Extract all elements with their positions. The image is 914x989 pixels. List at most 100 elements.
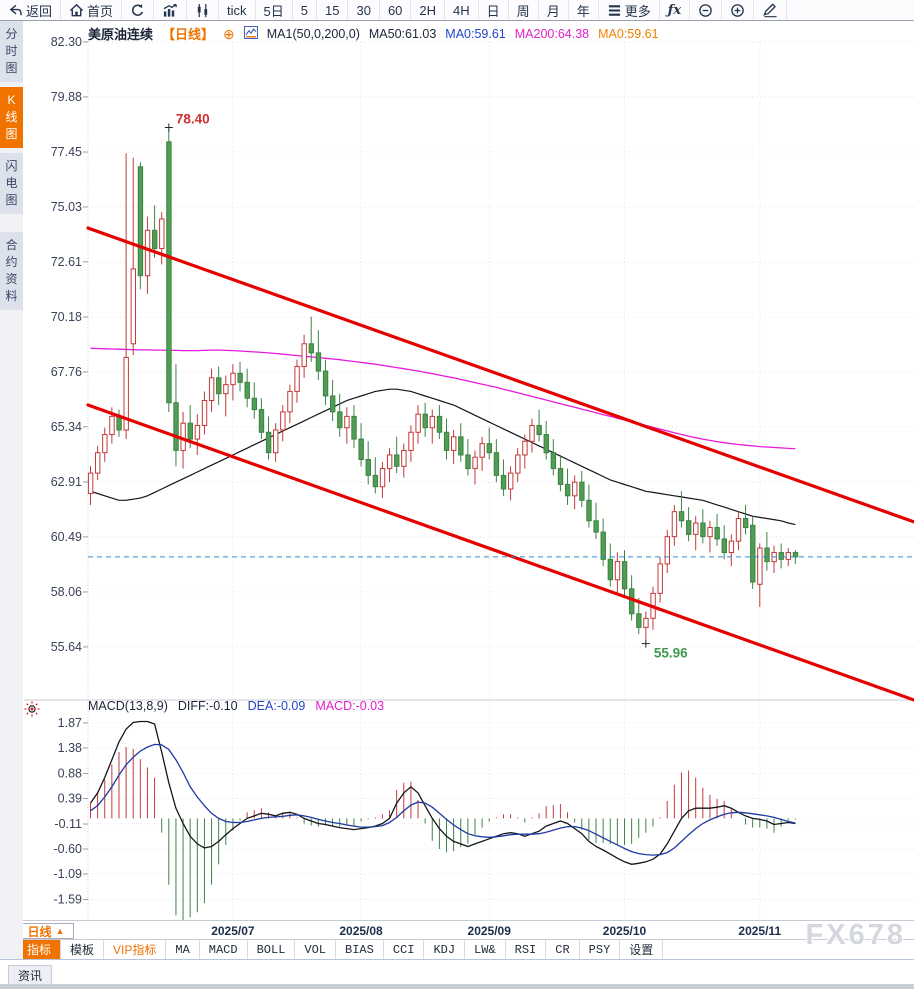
timeframe-box[interactable]: 日线 ▲	[18, 923, 74, 939]
toolbar-item-month[interactable]: 月	[539, 0, 569, 20]
indicator-settings-icon[interactable]	[24, 701, 40, 722]
toolbar-item-label: 月	[546, 3, 560, 19]
toolbar-item-label: tick	[227, 2, 247, 18]
toolbar-item-label: 首页	[87, 3, 114, 19]
toolbar-item-4h[interactable]: 4H	[445, 0, 479, 20]
macd-axis-label: -0.60	[54, 842, 83, 856]
toolbar-item-zoom-in[interactable]	[722, 0, 755, 20]
y-axis-label: 72.61	[51, 255, 82, 269]
sidebar-tab-分时图[interactable]: 分 时 图	[0, 21, 23, 82]
high-annotation: 78.40	[164, 111, 210, 132]
macd-axis-label: -1.09	[54, 867, 83, 881]
x-axis-label: 2025/10	[602, 924, 647, 938]
ma200-value: MA200:64.38	[514, 26, 590, 41]
toolbar-item-refresh[interactable]	[122, 0, 155, 20]
macd-axis-label: -0.11	[54, 817, 82, 831]
indicator-tab-CR[interactable]: CR	[546, 940, 580, 959]
y-axis-label: 67.76	[51, 365, 82, 379]
indicator-tab-指标[interactable]: 指标	[18, 940, 62, 959]
ma50-value: MA50:61.03	[368, 26, 437, 41]
zoom-out-icon	[698, 3, 713, 18]
sidebar-tab-闪电图[interactable]: 闪 电 图	[0, 153, 23, 214]
trendline-upper[interactable]	[86, 226, 914, 524]
y-axis-label: 60.49	[51, 530, 82, 544]
toolbar-item-trend-chart[interactable]	[154, 0, 188, 20]
toolbar-item-formula[interactable]: ƒx	[660, 0, 691, 20]
macd-axis-label: 1.38	[58, 741, 82, 755]
ma50-line	[90, 388, 796, 526]
grid-layer: 82.30 79.88 77.45 75.03 72.61 70.18 67.76 65.34…	[24, 35, 914, 920]
indicator-tab-BIAS[interactable]: BIAS	[336, 940, 384, 959]
toolbar-item-2h[interactable]: 2H	[411, 0, 446, 20]
triangle-up-icon: ▲	[55, 926, 65, 936]
indicator-tab-MACD[interactable]: MACD	[200, 940, 248, 959]
toolbar-item-label: 日	[486, 3, 500, 19]
top-toolbar: 返回 首页 tick 5日 5 15 30 60 2H 4H 日周月年 更多 ƒx	[0, 0, 914, 21]
toolbar-item-zoom-out[interactable]	[690, 0, 723, 20]
bottom-strip	[0, 984, 914, 989]
add-indicator-icon[interactable]: ⊕	[223, 25, 235, 42]
toolbar-item-week[interactable]: 周	[509, 0, 539, 20]
indicator-tab-VOL[interactable]: VOL	[295, 940, 337, 959]
ma0-orange-value: MA0:59.61	[598, 26, 659, 41]
x-axis-label: 2025/09	[467, 924, 511, 938]
back-arrow-icon	[8, 3, 23, 18]
y-axis-label: 58.06	[51, 585, 82, 599]
toolbar-item-tick[interactable]: tick	[219, 0, 256, 20]
x-axis-row: 日线 ▲ 2025/07 2025/08 2025/09 2025/10 2025/11	[0, 920, 914, 940]
toolbar-item-60m[interactable]: 60	[380, 0, 412, 20]
indicator-tab-LW&[interactable]: LW&	[465, 940, 506, 959]
x-axis-label: 2025/08	[339, 924, 383, 938]
macd-value: MACD:-0.03	[315, 699, 385, 713]
toolbar-item-label: 4H	[453, 2, 470, 18]
left-sidebar: 分 时 图 K 线 图闪 电 图合 约 资 料	[0, 21, 23, 959]
toolbar-item-30m[interactable]: 30	[348, 0, 380, 20]
toolbar-item-label: 返回	[26, 3, 53, 19]
sidebar-tab-K线图[interactable]: K 线 图	[0, 87, 23, 148]
macd-title: MACD(13,8,9)	[88, 699, 168, 713]
menu-icon	[607, 4, 622, 17]
symbol-name: 美原油连续	[88, 27, 154, 42]
indicator-tab-RSI[interactable]: RSI	[506, 940, 547, 959]
indicator-tab-设置[interactable]: 设置	[620, 940, 664, 959]
indicator-tab-VIP指标[interactable]: VIP指标	[104, 940, 167, 959]
sidebar-tab-合约资料[interactable]: 合 约 资 料	[0, 232, 23, 310]
macd-axis-label: -1.59	[54, 893, 83, 907]
svg-text:55.96: 55.96	[654, 646, 688, 661]
y-axis-label: 79.88	[51, 90, 82, 104]
toolbar-item-more[interactable]: 更多	[599, 0, 660, 20]
indicator-tab-KDJ[interactable]: KDJ	[424, 940, 466, 959]
indicator-tab-MA[interactable]: MA	[166, 940, 200, 959]
chart-svg: 82.30 79.88 77.45 75.03 72.61 70.18 67.76 65.34…	[24, 35, 914, 921]
toolbar-item-5m[interactable]: 5	[293, 0, 317, 20]
toolbar-item-label: 周	[516, 3, 530, 19]
news-tab[interactable]: 资讯	[8, 965, 53, 986]
indicator-tab-CCI[interactable]: CCI	[384, 940, 425, 959]
toolbar-item-home[interactable]: 首页	[61, 0, 123, 20]
toolbar-item-draw[interactable]	[754, 0, 788, 20]
toolbar-item-year[interactable]: 年	[569, 0, 599, 20]
toolbar-item-15m[interactable]: 15	[317, 0, 349, 20]
watermark: FX678	[805, 919, 906, 951]
bar-chart-icon	[162, 3, 178, 18]
y-axis-label: 82.30	[51, 35, 82, 49]
trendline-lower[interactable]	[86, 403, 914, 702]
indicator-tab-BOLL[interactable]: BOLL	[248, 940, 296, 959]
toolbar-item-back[interactable]: 返回	[0, 0, 62, 20]
toolbar-item-day[interactable]: 日	[479, 0, 509, 20]
macd-axis-label: 0.39	[58, 792, 82, 806]
y-axis-label: 75.03	[51, 200, 82, 214]
toolbar-item-5d[interactable]: 5日	[256, 0, 293, 20]
toolbar-item-label: 30	[356, 2, 371, 18]
indicator-tab-PSY[interactable]: PSY	[580, 940, 621, 959]
toolbar-item-candlestick[interactable]	[187, 0, 220, 20]
chart-logo-icon	[243, 25, 258, 42]
toolbar-item-label: 15	[325, 2, 340, 18]
toolbar-item-label: 60	[387, 2, 403, 18]
status-bar: 资讯	[0, 960, 914, 989]
chart-area[interactable]: 82.30 79.88 77.45 75.03 72.61 70.18 67.76 65.34…	[24, 21, 914, 921]
indicator-tab-模板[interactable]: 模板	[61, 940, 105, 959]
diff-line	[89, 720, 796, 865]
macd-dea-value: DEA:-0.09	[247, 699, 306, 713]
